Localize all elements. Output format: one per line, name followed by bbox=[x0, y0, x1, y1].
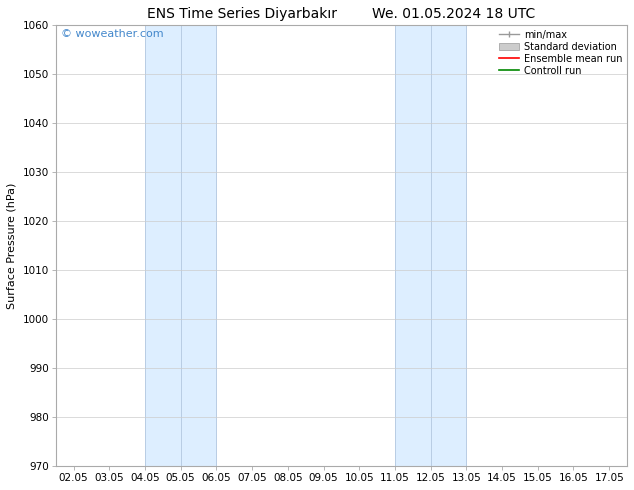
Title: ENS Time Series Diyarbakır        We. 01.05.2024 18 UTC: ENS Time Series Diyarbakır We. 01.05.202… bbox=[147, 7, 536, 21]
Legend: min/max, Standard deviation, Ensemble mean run, Controll run: min/max, Standard deviation, Ensemble me… bbox=[498, 28, 624, 77]
Y-axis label: Surface Pressure (hPa): Surface Pressure (hPa) bbox=[7, 182, 17, 309]
Bar bbox=[395, 25, 467, 466]
Text: © woweather.com: © woweather.com bbox=[61, 29, 164, 39]
Bar bbox=[145, 25, 216, 466]
